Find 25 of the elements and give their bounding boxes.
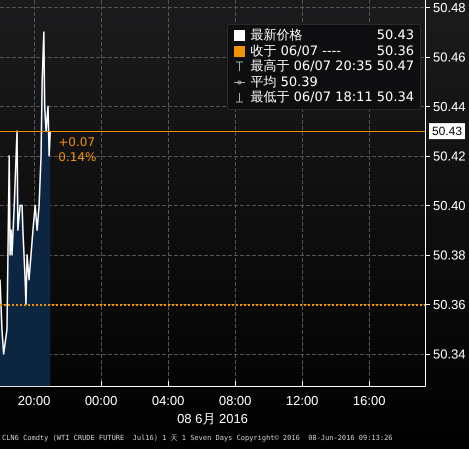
y-tick-label: 50.42 [433, 148, 466, 164]
annotation: 0.14% [58, 150, 96, 164]
legend-label: 收于 06/07 ---- [250, 44, 341, 59]
annotation: 平均 50.39 [250, 74, 318, 90]
y-tick-label: 50.38 [433, 247, 466, 262]
y-tick-label: 50.34 [433, 346, 466, 362]
annotation: 最高于 06/07 20:35 50.47 [250, 59, 414, 74]
annotation: 最低于 06/07 18:11 50.34 [250, 90, 414, 106]
ref-line-label: 50.43 [432, 124, 462, 138]
y-tick-label: 50.48 [433, 0, 466, 15]
annotation: 50.36 [376, 44, 414, 59]
x-tick-label: 12:00 [286, 393, 318, 408]
x-tick-label: 16:00 [352, 393, 386, 408]
annotation: +0.07 [58, 135, 96, 150]
annotation: 50.43 [376, 28, 414, 44]
x-tick-label: 20:00 [18, 393, 50, 408]
x-tick-label: 00:00 [84, 393, 118, 408]
y-tick-label: 50.46 [433, 49, 466, 64]
x-tick-label: 08:00 [218, 393, 252, 408]
x-tick-label: 04:00 [152, 393, 184, 408]
legend-label: 最新价格 [250, 28, 302, 44]
y-tick-label: 50.36 [433, 296, 466, 312]
y-tick-label: 50.44 [433, 98, 466, 114]
x-axis-title: 08 6月 2016 [177, 411, 248, 426]
y-tick-label: 50.40 [433, 198, 466, 213]
